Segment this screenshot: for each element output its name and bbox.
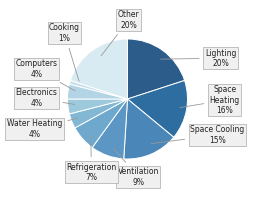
- Wedge shape: [127, 80, 187, 137]
- Text: Electronics
4%: Electronics 4%: [15, 88, 74, 108]
- Text: Cooking
1%: Cooking 1%: [49, 23, 80, 81]
- Text: Space
Heating
16%: Space Heating 16%: [179, 85, 239, 115]
- Wedge shape: [92, 99, 127, 159]
- Wedge shape: [67, 99, 127, 114]
- Text: Lighting
20%: Lighting 20%: [160, 49, 235, 68]
- Text: Computers
4%: Computers 4%: [15, 59, 75, 91]
- Text: Refrigeration
7%: Refrigeration 7%: [66, 136, 116, 182]
- Text: Ventilation
9%: Ventilation 9%: [113, 148, 158, 187]
- Text: Other
20%: Other 20%: [101, 10, 139, 56]
- Wedge shape: [69, 80, 127, 99]
- Wedge shape: [67, 84, 127, 99]
- Wedge shape: [70, 39, 127, 99]
- Wedge shape: [75, 99, 127, 148]
- Wedge shape: [123, 99, 173, 159]
- Text: Water Heating
4%: Water Heating 4%: [7, 118, 77, 139]
- Text: Space Cooling
15%: Space Cooling 15%: [151, 125, 244, 145]
- Wedge shape: [127, 39, 184, 99]
- Wedge shape: [69, 99, 127, 128]
